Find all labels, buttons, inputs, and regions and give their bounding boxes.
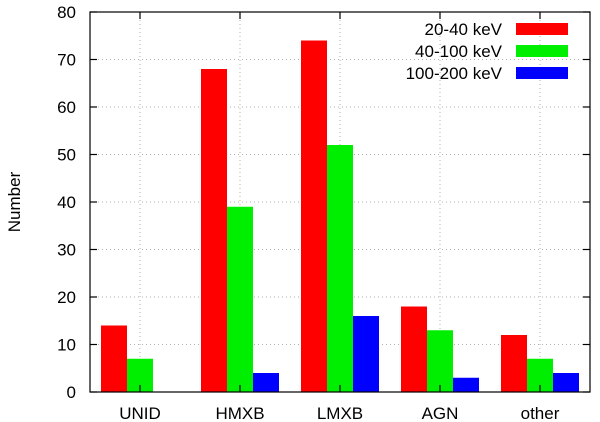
- x-category-label: AGN: [422, 404, 459, 422]
- legend-swatch: [516, 23, 568, 35]
- bar-agn-series-1: [401, 306, 427, 392]
- bar-hmxb-series-1: [201, 69, 227, 392]
- y-tick-label: 50: [57, 146, 76, 165]
- y-tick-label: 60: [57, 98, 76, 117]
- bar-lmxb-series-1: [301, 40, 327, 392]
- x-category-label: other: [521, 404, 560, 422]
- legend-swatch: [516, 67, 568, 79]
- y-tick-label: 20: [57, 288, 76, 307]
- y-tick-label: 70: [57, 51, 76, 70]
- y-tick-labels: 0 10 20 30 40 50 60 70 80: [57, 3, 76, 402]
- x-category-label: LMXB: [317, 404, 363, 422]
- x-category-label: UNID: [119, 404, 161, 422]
- y-tick-label: 30: [57, 241, 76, 260]
- y-tick-label: 40: [57, 193, 76, 212]
- bar-other-series-1: [501, 335, 527, 392]
- bar-other-series-3: [553, 373, 579, 392]
- legend-label: 40-100 keV: [415, 42, 503, 61]
- legend-label: 100-200 keV: [406, 64, 503, 83]
- bar-unid-series-1: [101, 325, 127, 392]
- bar-lmxb-series-2: [327, 145, 353, 392]
- y-axis-title: Number: [5, 171, 24, 232]
- y-tick-label: 10: [57, 336, 76, 355]
- bar-agn-series-2: [427, 330, 453, 392]
- bar-agn-series-3: [453, 377, 479, 392]
- bar-hmxb-series-2: [227, 206, 253, 392]
- bar-lmxb-series-3: [353, 316, 379, 392]
- legend-swatch: [516, 45, 568, 57]
- legend-label: 20-40 keV: [425, 20, 503, 39]
- bars: [101, 40, 579, 392]
- y-tick-label: 0: [67, 383, 76, 402]
- legend: 20-40 keV 40-100 keV 100-200 keV: [406, 20, 568, 83]
- axis-ticks: [90, 11, 590, 393]
- x-category-label: HMXB: [215, 404, 264, 422]
- x-category-labels: UNID HMXB LMXB AGN other: [119, 404, 559, 422]
- bar-hmxb-series-3: [253, 373, 279, 392]
- y-tick-label: 80: [57, 3, 76, 22]
